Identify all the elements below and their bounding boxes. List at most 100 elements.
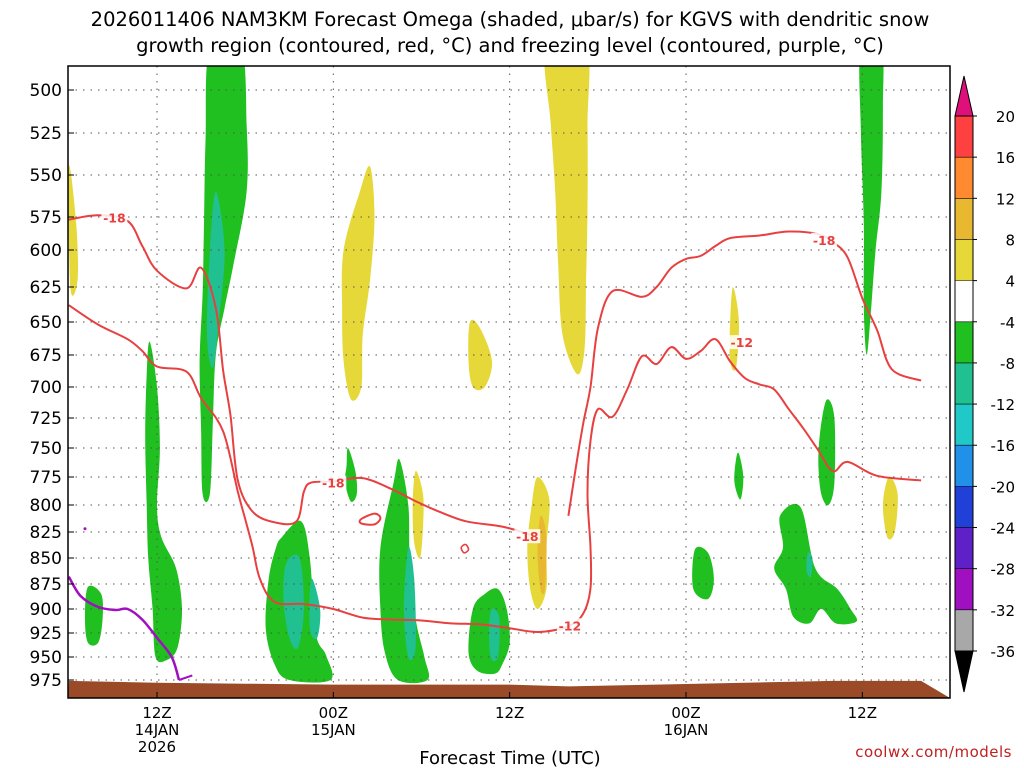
colorbar-label: -24 <box>991 520 1016 538</box>
freezing-level-contour <box>68 576 181 681</box>
colorbar-label: 8 <box>1005 231 1015 249</box>
colorbar-label: -36 <box>991 643 1016 661</box>
y-tick-label: 650 <box>30 313 62 333</box>
colorbar-band <box>955 198 973 240</box>
colorbar-frame <box>954 115 974 652</box>
omega-region <box>379 458 430 684</box>
colorbar-band <box>955 157 973 199</box>
contour-label-layer: -18 -18 -18 -12 -18 -12 <box>101 210 838 633</box>
terrain-layer <box>68 680 950 698</box>
omega-colorbar: 20 16 12 8 4 -4 -8 -12 -16 -20 -24 -28 -32 -36 <box>954 75 1016 693</box>
colorbar-label: 20 <box>996 108 1015 126</box>
contour-label-background <box>728 335 755 350</box>
colorbar-label: 4 <box>1005 273 1015 291</box>
y-tick-label: 800 <box>30 496 62 516</box>
colorbar-band <box>955 239 973 282</box>
y-tick-label: 675 <box>30 346 62 366</box>
omega-core <box>488 608 500 662</box>
colorbar-band <box>955 486 973 529</box>
colorbar-label: -32 <box>991 602 1016 620</box>
colorbar-label: -20 <box>991 478 1016 496</box>
omega-region <box>692 546 714 600</box>
omega-core <box>309 578 321 640</box>
contour-label: -18 <box>322 476 345 491</box>
freezing-level-dot <box>83 527 87 531</box>
omega-core <box>206 191 225 369</box>
freezing-level-fragment <box>178 674 193 681</box>
y-tick-label: 850 <box>30 549 62 569</box>
colorbar-label: 12 <box>996 190 1015 208</box>
credit-text: coolwx.com/models <box>855 743 1012 761</box>
y-tick-label: 725 <box>30 409 62 429</box>
omega-region <box>544 66 590 375</box>
colorbar-band <box>955 609 973 652</box>
x-axis-label: Forecast Time (UTC) <box>419 748 600 768</box>
contour-label: -18 <box>813 233 836 248</box>
grid-layer <box>68 66 950 698</box>
x-tick-label: 12Z <box>142 704 171 722</box>
y-tick-label: 600 <box>30 241 62 261</box>
omega-region <box>774 503 858 625</box>
temperature-contour-layer <box>68 214 922 681</box>
contour-label: -18 <box>516 529 539 544</box>
omega-region <box>859 66 884 355</box>
colorbar-label: -4 <box>1000 314 1015 332</box>
omega-core <box>283 554 304 650</box>
colorbar-band <box>955 568 973 611</box>
omega-region <box>818 399 836 506</box>
colorbar-band <box>955 321 973 364</box>
contour-label-background <box>556 618 583 633</box>
omega-core <box>403 546 416 661</box>
x-tick-label: 15JAN <box>311 721 356 739</box>
y-tick-label: 875 <box>30 575 62 595</box>
x-tick-label: 14JAN <box>135 721 180 739</box>
chart-title-line-2: growth region (contoured, red, °C) and f… <box>136 34 884 57</box>
omega-region <box>85 585 104 646</box>
contour-label: -18 <box>103 210 126 225</box>
temperature-contour-closed <box>358 512 382 526</box>
y-tick-label: 500 <box>30 81 62 101</box>
x-tick-label: 12Z <box>495 704 524 722</box>
omega-region <box>882 476 898 540</box>
omega-core <box>806 552 813 578</box>
temperature-contour-line <box>567 230 922 516</box>
colorbar-label: -16 <box>991 437 1016 455</box>
colorbar-top-triangle <box>954 75 974 117</box>
y-tick-label: 525 <box>30 124 62 144</box>
colorbar-band <box>955 362 973 405</box>
temperature-contour-closed <box>460 543 470 554</box>
temperature-contour-line <box>68 304 922 634</box>
chart-title-line-1: 2026011406 NAM3KM Forecast Omega (shaded… <box>91 8 930 31</box>
colorbar-label: -28 <box>991 561 1016 579</box>
y-tick-label: 550 <box>30 166 62 186</box>
x-tick-label: 00Z <box>671 704 700 722</box>
omega-region <box>729 287 739 371</box>
y-tick-label: 825 <box>30 523 62 543</box>
x-tick-label: 12Z <box>848 704 877 722</box>
x-tick-label: 2026 <box>138 738 176 756</box>
y-tick-label: 625 <box>30 278 62 298</box>
colorbar-bottom-triangle <box>954 650 974 693</box>
omega-region <box>468 319 493 391</box>
y-tick-label: 950 <box>30 648 62 668</box>
x-tick-label: 16JAN <box>664 721 709 739</box>
colorbar-band <box>955 116 973 158</box>
omega-region <box>412 471 424 559</box>
y-tick-label: 575 <box>30 208 62 228</box>
plot-area: -18 -18 -18 -12 -18 -12 <box>68 66 950 698</box>
pressure-axis: 500 525 550 575 600 625 650 675 700 725 750 775 800 8… <box>30 81 74 691</box>
omega-region <box>344 447 358 503</box>
omega-region <box>734 452 744 500</box>
colorbar-band <box>955 445 973 487</box>
y-tick-label: 750 <box>30 439 62 459</box>
y-tick-label: 925 <box>30 624 62 644</box>
colorbar-label: -8 <box>1000 355 1015 373</box>
omega-region <box>68 165 79 296</box>
colorbar-band <box>955 280 973 323</box>
contour-label-background <box>514 529 541 544</box>
ground-terrain <box>68 680 950 698</box>
colorbar-band <box>955 404 973 446</box>
contour-label: -12 <box>731 335 754 350</box>
